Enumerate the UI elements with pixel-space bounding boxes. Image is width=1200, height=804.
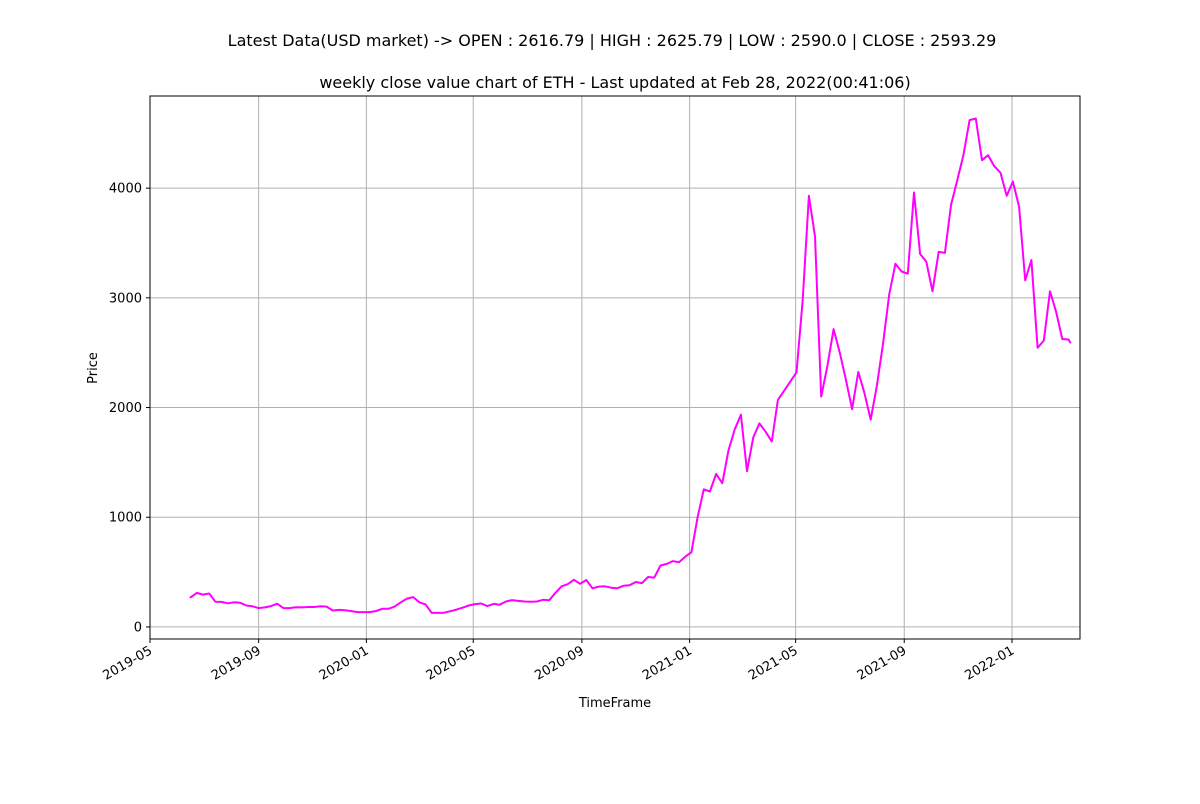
grid-lines	[150, 96, 1080, 639]
y-tick-label: 3000	[109, 291, 142, 306]
eth-weekly-close-line	[189, 117, 1072, 614]
y-axis-label: Price	[86, 352, 101, 384]
chart-title: weekly close value chart of ETH - Last u…	[319, 73, 910, 92]
chart-suptitle: Latest Data(USD market) -> OPEN : 2616.7…	[228, 31, 997, 50]
plot-area-frame	[149, 95, 1081, 640]
y-tick-label: 2000	[109, 401, 142, 416]
x-axis-label: TimeFrame	[578, 696, 651, 711]
y-axis-ticks: 0 1000 2000 3000 4000	[109, 182, 150, 635]
y-tick-label: 0	[134, 620, 142, 635]
y-tick-label: 4000	[109, 182, 142, 197]
series-lines	[189, 117, 1072, 614]
y-tick-label: 1000	[109, 511, 142, 526]
